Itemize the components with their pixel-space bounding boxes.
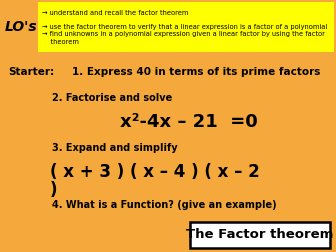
FancyBboxPatch shape xyxy=(190,222,330,248)
Text: → use the factor theorem to verify that a linear expression is a factor of a pol: → use the factor theorem to verify that … xyxy=(42,24,327,30)
Text: → understand and recall the factor theorem: → understand and recall the factor theor… xyxy=(42,10,188,16)
Text: ): ) xyxy=(50,181,57,199)
Text: The Factor theorem: The Factor theorem xyxy=(186,229,334,241)
Text: 2. Factorise and solve: 2. Factorise and solve xyxy=(52,93,172,103)
Text: 3. Expand and simplify: 3. Expand and simplify xyxy=(52,143,178,153)
Text: Starter:: Starter: xyxy=(8,67,54,77)
Text: 1. Express 40 in terms of its prime factors: 1. Express 40 in terms of its prime fact… xyxy=(72,67,320,77)
Text: x²-4x – 21  =0: x²-4x – 21 =0 xyxy=(120,113,258,131)
Text: ( x + 3 ) ( x – 4 ) ( x – 2: ( x + 3 ) ( x – 4 ) ( x – 2 xyxy=(50,163,260,181)
Text: LO's: LO's xyxy=(5,20,38,34)
Text: 4. What is a Function? (give an example): 4. What is a Function? (give an example) xyxy=(52,200,277,210)
FancyBboxPatch shape xyxy=(38,2,334,52)
Text: → find unknowns in a polynomial expression given a linear factor by using the fa: → find unknowns in a polynomial expressi… xyxy=(42,31,325,45)
